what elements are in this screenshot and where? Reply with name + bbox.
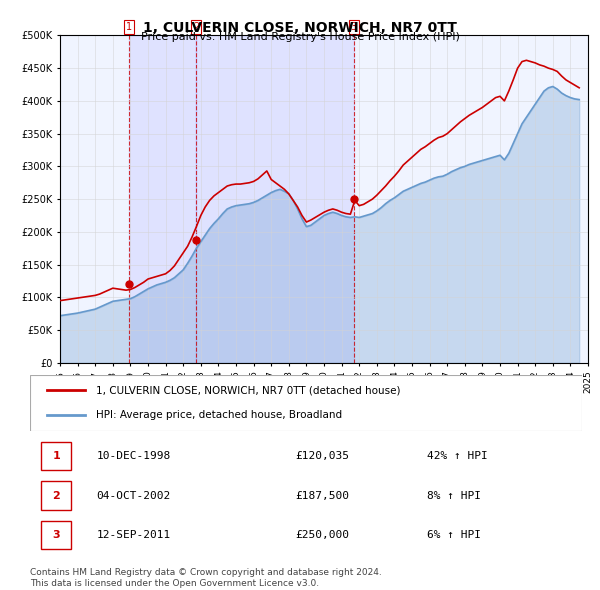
Text: This data is licensed under the Open Government Licence v3.0.: This data is licensed under the Open Gov… [30,579,319,588]
Text: 2: 2 [193,22,200,32]
Text: 1: 1 [52,451,60,461]
Text: 2: 2 [52,491,60,500]
Bar [129,35,196,363]
FancyBboxPatch shape [41,442,71,470]
Text: Contains HM Land Registry data © Crown copyright and database right 2024.: Contains HM Land Registry data © Crown c… [30,568,382,576]
Text: 12-SEP-2011: 12-SEP-2011 [96,530,170,540]
FancyBboxPatch shape [41,521,71,549]
FancyBboxPatch shape [41,481,71,510]
Text: HPI: Average price, detached house, Broadland: HPI: Average price, detached house, Broa… [96,410,343,420]
Text: 3: 3 [350,22,357,32]
Text: 1, CULVERIN CLOSE, NORWICH, NR7 0TT: 1, CULVERIN CLOSE, NORWICH, NR7 0TT [143,21,457,35]
Text: 6% ↑ HPI: 6% ↑ HPI [427,530,481,540]
Text: £187,500: £187,500 [295,491,349,500]
Text: 1: 1 [126,22,132,32]
Text: 8% ↑ HPI: 8% ↑ HPI [427,491,481,500]
Text: 1, CULVERIN CLOSE, NORWICH, NR7 0TT (detached house): 1, CULVERIN CLOSE, NORWICH, NR7 0TT (det… [96,385,401,395]
FancyBboxPatch shape [30,375,582,431]
Text: Price paid vs. HM Land Registry's House Price Index (HPI): Price paid vs. HM Land Registry's House … [140,32,460,42]
Bar [196,35,354,363]
Text: £120,035: £120,035 [295,451,349,461]
Text: 04-OCT-2002: 04-OCT-2002 [96,491,170,500]
Text: 42% ↑ HPI: 42% ↑ HPI [427,451,488,461]
Text: £250,000: £250,000 [295,530,349,540]
Text: 10-DEC-1998: 10-DEC-1998 [96,451,170,461]
Text: 3: 3 [52,530,60,540]
